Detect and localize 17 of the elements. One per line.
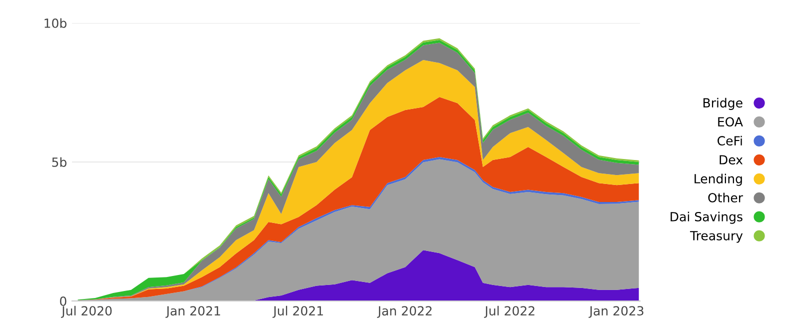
legend-label: Treasury bbox=[690, 231, 743, 243]
legend-label: Lending bbox=[694, 174, 742, 186]
legend-label: Dai Savings bbox=[670, 212, 742, 224]
legend-label: Bridge bbox=[704, 98, 742, 110]
x-tick-label: Jul 2020 bbox=[60, 306, 112, 318]
x-tick-label: Jul 2021 bbox=[272, 306, 323, 318]
y-tick-label: 0 bbox=[60, 296, 66, 306]
y-tick-label: 10b bbox=[44, 18, 66, 28]
x-tick-label: Jan 2023 bbox=[588, 306, 644, 318]
legend-label: EOA bbox=[718, 117, 743, 127]
x-tick-label: Jan 2022 bbox=[377, 306, 432, 318]
legend-label: Other bbox=[708, 192, 744, 202]
x-tick-label: Jul 2022 bbox=[484, 306, 534, 318]
legend-label: CeFi bbox=[718, 136, 742, 146]
x-tick-label: Jan 2021 bbox=[166, 306, 220, 318]
y-tick-label: 5b bbox=[52, 157, 66, 167]
legend-label: Dex bbox=[720, 155, 743, 164]
